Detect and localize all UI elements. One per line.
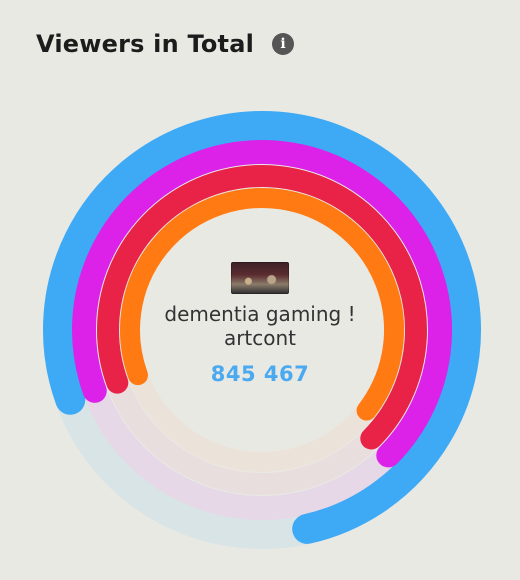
ring-arc-1[interactable]	[43, 111, 481, 544]
viewer-count: 845 467	[210, 362, 310, 386]
ring-arc-2[interactable]	[72, 140, 452, 468]
chart-title: Viewers in Total	[36, 30, 255, 58]
channel-name-line-1: dementia gaming !	[164, 302, 356, 326]
info-icon[interactable]: i	[272, 33, 295, 55]
ring-arc-4[interactable]	[120, 188, 404, 421]
channel-name-line-2: artcont	[223, 326, 297, 350]
center-label: dementia gaming ! artcont 845 467	[140, 262, 380, 386]
chart-arcs	[43, 111, 481, 544]
ring-arc-3[interactable]	[97, 165, 427, 450]
chart-header: Viewers in Total i	[36, 30, 295, 58]
stream-thumbnail[interactable]	[231, 262, 289, 294]
